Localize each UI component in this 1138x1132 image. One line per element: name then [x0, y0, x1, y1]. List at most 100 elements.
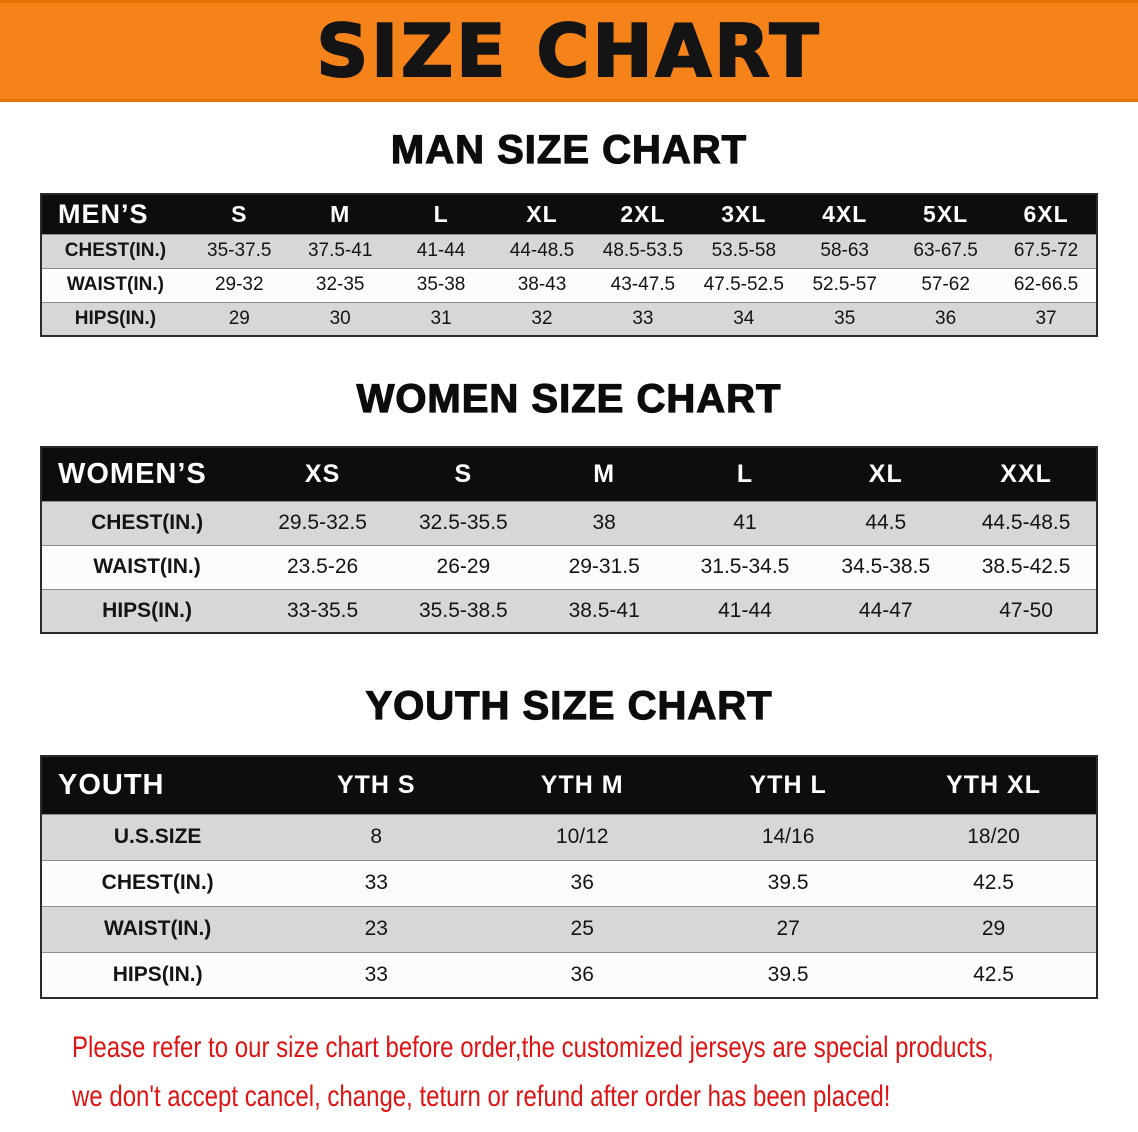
disclaimer-line-2: we don't accept cancel, change, teturn o… — [72, 1080, 891, 1113]
women-size-header-cell: L — [736, 459, 754, 488]
value-cell: 35 — [834, 307, 856, 329]
value-cell: 44-47 — [858, 598, 913, 622]
value-cell: 10/12 — [555, 825, 609, 848]
men-table-title-cell: MEN’S — [58, 198, 149, 229]
value-cell: 23 — [364, 917, 388, 940]
men-size-header-cell: 4XL — [822, 200, 868, 227]
value-cell: 39.5 — [767, 962, 809, 986]
value-cell: 30 — [329, 307, 351, 329]
value-cell: 41-44 — [416, 240, 466, 261]
value-cell: 42.5 — [973, 871, 1014, 894]
value-cell: 39.5 — [767, 871, 809, 894]
value-cell: 29-31.5 — [568, 555, 640, 578]
value-cell: 41 — [733, 511, 757, 534]
value-cell: 35-37.5 — [207, 240, 272, 261]
value-cell: 29 — [228, 307, 250, 329]
women-header-row: WOMEN’S XS S M L XL XXL — [41, 447, 1097, 501]
value-cell: 42.5 — [973, 962, 1014, 986]
youth-size-header-cell: YTH S — [336, 770, 416, 799]
value-cell: 29.5-32.5 — [278, 511, 367, 534]
banner: SIZE CHART — [0, 0, 1138, 102]
value-cell: 35.5-38.5 — [419, 598, 508, 622]
men-size-header-cell: 6XL — [1023, 200, 1069, 227]
value-cell: 44.5-48.5 — [981, 511, 1071, 534]
men-size-header-cell: 2XL — [620, 200, 666, 227]
value-cell: 32 — [531, 307, 553, 329]
table-row: U.S.SIZE 8 10/12 14/16 18/20 — [41, 814, 1097, 860]
value-cell: 29 — [981, 917, 1006, 940]
youth-section-heading: YOUTH SIZE CHART — [365, 683, 773, 728]
value-cell: 29-32 — [214, 274, 264, 295]
value-cell: 58-63 — [820, 240, 870, 261]
women-size-header-cell: XL — [868, 459, 903, 488]
men-header-row: MEN’S S M L XL 2XL 3XL 4XL 5XL 6XL — [41, 194, 1097, 234]
value-cell: 63-67.5 — [913, 240, 978, 261]
value-cell: 36 — [570, 962, 594, 986]
value-cell: 33-35.5 — [286, 598, 359, 622]
women-section-heading: WOMEN SIZE CHART — [356, 376, 782, 421]
women-size-header-cell: M — [593, 459, 616, 488]
value-cell: 38-43 — [517, 274, 567, 295]
value-cell: 33 — [364, 962, 388, 986]
value-cell: 41-44 — [718, 598, 772, 622]
table-row: HIPS(IN.) 29 30 31 32 33 34 35 36 37 — [41, 302, 1097, 336]
value-cell: 47.5-52.5 — [703, 274, 784, 295]
youth-table-title-cell: YOUTH — [58, 768, 165, 801]
row-label: CHEST(IN.) — [64, 240, 167, 261]
row-label: HIPS(IN.) — [74, 307, 157, 329]
table-row: WAIST(IN.) 29-32 32-35 35-38 38-43 43-47.5 47.… — [41, 268, 1097, 302]
youth-size-header-cell: YTH M — [540, 770, 624, 799]
women-table-title-cell: WOMEN’S — [58, 457, 207, 490]
table-row: HIPS(IN.) 33-35.5 35.5-38.5 38.5-41 41-44 44-… — [41, 589, 1097, 633]
men-size-header-cell: L — [433, 200, 449, 227]
value-cell: 35-38 — [416, 274, 466, 295]
value-cell: 67.5-72 — [1013, 240, 1079, 261]
youth-size-header-cell: YTH XL — [946, 770, 1041, 799]
value-cell: 36 — [935, 307, 957, 329]
value-cell: 32.5-35.5 — [419, 511, 508, 534]
value-cell: 34.5-38.5 — [841, 555, 931, 578]
value-cell: 32-35 — [315, 274, 365, 295]
section-women: WOMEN SIZE CHART WOMEN’S XS S M L XL XXL CHEST(I… — [40, 376, 1098, 634]
value-cell: 38.5-42.5 — [981, 555, 1071, 578]
men-size-header-cell: M — [330, 200, 351, 227]
table-row: WAIST(IN.) 23.5-26 26-29 29-31.5 31.5-34.5 34… — [41, 545, 1097, 589]
value-cell: 14/16 — [761, 825, 815, 848]
table-row: HIPS(IN.) 33 36 39.5 42.5 — [41, 952, 1097, 998]
row-label: WAIST(IN.) — [103, 917, 212, 940]
value-cell: 47-50 — [999, 598, 1053, 622]
value-cell: 62-66.5 — [1013, 274, 1079, 295]
men-size-header-cell: XL — [526, 200, 558, 227]
page-title: SIZE CHART — [315, 8, 822, 94]
disclaimer-line-1: Please refer to our size chart before or… — [72, 1031, 994, 1064]
youth-header-row: YOUTH YTH S YTH M YTH L YTH XL — [41, 756, 1097, 814]
disclaimer: Please refer to our size chart before or… — [40, 1023, 1138, 1121]
value-cell: 48.5-53.5 — [602, 240, 684, 261]
row-label: HIPS(IN.) — [102, 598, 193, 622]
value-cell: 8 — [370, 825, 383, 848]
value-cell: 27 — [776, 917, 800, 940]
value-cell: 18/20 — [967, 825, 1020, 848]
value-cell: 57-62 — [921, 274, 970, 295]
youth-size-header-cell: YTH L — [749, 770, 827, 799]
size-sections: MAN SIZE CHART MEN’S S M L XL 2XL 3XL 4XL 5XL 6XL C… — [40, 127, 1098, 999]
men-section-heading: MAN SIZE CHART — [390, 127, 748, 172]
men-size-header-cell: S — [231, 200, 248, 227]
women-size-header-cell: XS — [304, 459, 341, 488]
value-cell: 25 — [570, 917, 594, 940]
value-cell: 53.5-58 — [711, 240, 777, 261]
section-youth: YOUTH SIZE CHART YOUTH YTH S YTH M YTH L YTH … — [40, 683, 1098, 999]
value-cell: 52.5-57 — [812, 274, 877, 295]
value-cell: 36 — [570, 871, 594, 894]
women-size-table: WOMEN’S XS S M L XL XXL CHEST(IN.) 29.5-32.5 32.5… — [40, 446, 1098, 634]
table-row: CHEST(IN.) 35-37.5 37.5-41 41-44 44-48.5 48.5… — [41, 234, 1097, 268]
value-cell: 44.5 — [865, 511, 907, 534]
value-cell: 31.5-34.5 — [700, 555, 790, 578]
main-content: MAN SIZE CHART MEN’S S M L XL 2XL 3XL 4XL 5XL 6XL C… — [0, 127, 1138, 1121]
value-cell: 44-48.5 — [509, 240, 575, 261]
row-label: U.S.SIZE — [113, 825, 202, 848]
row-label: CHEST(IN.) — [91, 511, 204, 534]
value-cell: 23.5-26 — [286, 555, 359, 578]
value-cell: 26-29 — [436, 555, 491, 578]
